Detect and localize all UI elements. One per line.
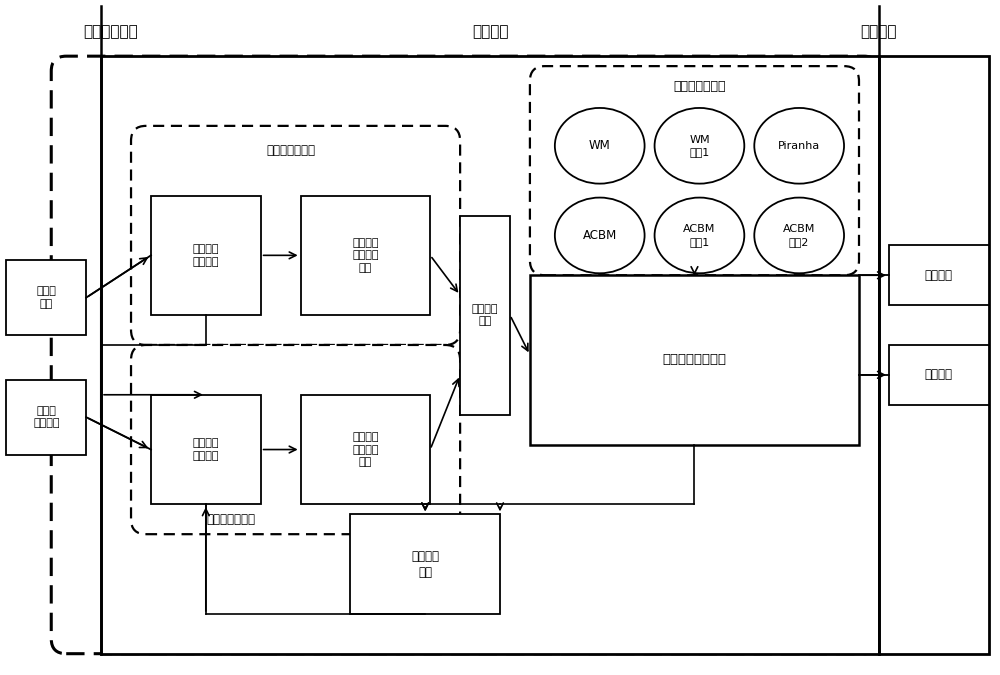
- Text: 动态特征
统计模块: 动态特征 统计模块: [193, 438, 219, 461]
- Text: 静态算法
选择决策
模块: 静态算法 选择决策 模块: [352, 238, 379, 273]
- Text: ACBM
改进1: ACBM 改进1: [683, 224, 716, 246]
- Bar: [889, 246, 989, 305]
- FancyBboxPatch shape: [51, 56, 879, 653]
- Text: Piranha: Piranha: [778, 141, 820, 151]
- Bar: [879, 56, 989, 653]
- Bar: [6, 380, 86, 454]
- Text: 算法统一调用模块: 算法统一调用模块: [662, 354, 726, 367]
- Ellipse shape: [555, 108, 645, 184]
- Text: 匹配结果: 匹配结果: [925, 369, 953, 381]
- Text: 控制层面: 控制层面: [472, 24, 508, 38]
- Bar: [350, 514, 500, 614]
- Text: 服务层面: 服务层面: [861, 24, 897, 38]
- FancyBboxPatch shape: [131, 345, 460, 534]
- Text: 匹配文本: 匹配文本: [925, 269, 953, 281]
- Bar: [889, 345, 989, 405]
- Ellipse shape: [655, 198, 744, 273]
- Text: 动态算法
选择决策
模块: 动态算法 选择决策 模块: [352, 432, 379, 467]
- Text: ACBM
改进2: ACBM 改进2: [783, 224, 815, 246]
- FancyBboxPatch shape: [131, 126, 460, 345]
- Text: 算法调度
模块: 算法调度 模块: [472, 304, 498, 326]
- Bar: [101, 56, 879, 653]
- Text: WM
改进1: WM 改进1: [689, 134, 710, 157]
- Bar: [301, 395, 430, 504]
- Text: 反馈事件
队列: 反馈事件 队列: [411, 549, 439, 578]
- Ellipse shape: [754, 198, 844, 273]
- Text: 自适应
配置文件: 自适应 配置文件: [33, 406, 60, 429]
- Text: 规则树
配置: 规则树 配置: [36, 286, 56, 309]
- Text: 静态特征
统计模块: 静态特征 统计模块: [193, 244, 219, 267]
- Bar: [151, 196, 261, 315]
- Ellipse shape: [555, 198, 645, 273]
- Ellipse shape: [754, 108, 844, 184]
- Text: 动态自适应模块: 动态自适应模块: [206, 513, 255, 526]
- Text: 配置管理层面: 配置管理层面: [84, 24, 138, 38]
- Ellipse shape: [655, 108, 744, 184]
- Text: 静态自适应模块: 静态自适应模块: [266, 144, 315, 157]
- FancyBboxPatch shape: [530, 66, 859, 275]
- Text: 匹配算法库模块: 匹配算法库模块: [673, 80, 726, 92]
- Bar: [460, 215, 510, 414]
- Bar: [301, 196, 430, 315]
- Bar: [530, 275, 859, 445]
- Text: WM: WM: [589, 139, 611, 153]
- Bar: [151, 395, 261, 504]
- Bar: [6, 261, 86, 335]
- Text: ACBM: ACBM: [583, 229, 617, 242]
